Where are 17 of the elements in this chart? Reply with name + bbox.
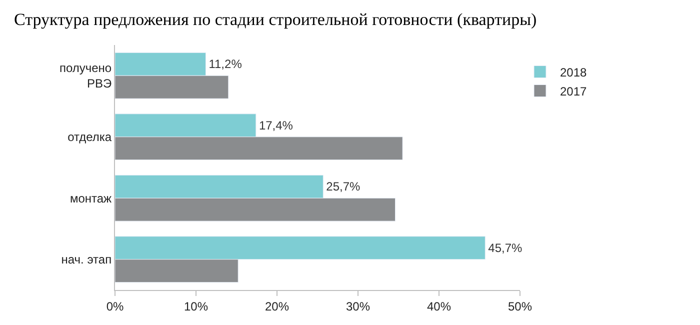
y-tick-label: монтаж (70, 191, 112, 206)
chart-title: Структура предложения по стадии строительной готовности (квартиры) (14, 10, 537, 29)
y-tick-label: отделка (68, 130, 112, 144)
data-label: 45,7% (488, 240, 523, 255)
x-tick-label: 30% (346, 299, 370, 314)
y-tick-label: получено РВЭ (59, 61, 112, 91)
legend-label: 2018 (560, 65, 588, 80)
legend-label: 2017 (560, 84, 588, 98)
x-tick-label: 10% (184, 299, 208, 314)
y-tick-label: нач. этап (61, 252, 112, 267)
x-tick-label: 20% (264, 299, 290, 314)
x-tick-label: 50% (508, 299, 532, 314)
data-label: 17,4% (258, 118, 294, 132)
x-tick-label: 40% (426, 299, 452, 314)
x-tick-label: 0% (106, 299, 124, 314)
data-label: 25,7% (326, 180, 361, 194)
data-label: 11,2% (208, 57, 242, 72)
